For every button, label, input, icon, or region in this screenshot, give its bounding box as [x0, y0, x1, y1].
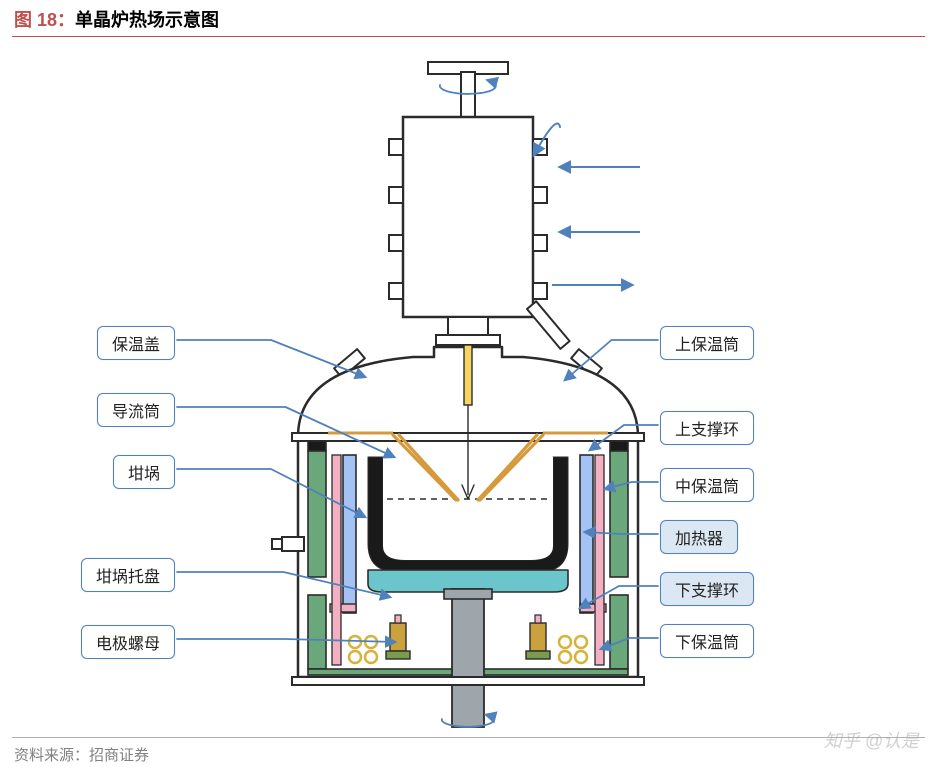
source-line: 资料来源：招商证券 — [0, 738, 937, 771]
component-label: 下保温筒 — [660, 624, 754, 658]
component-label: 坩埚 — [113, 455, 175, 489]
component-label: 保温盖 — [97, 326, 175, 360]
component-label: 中保温筒 — [660, 468, 754, 502]
source-label: 资料来源： — [14, 747, 89, 764]
component-label: 坩埚托盘 — [81, 558, 175, 592]
component-label: 上保温筒 — [660, 326, 754, 360]
component-label: 下支撑环 — [660, 572, 754, 606]
component-label: 加热器 — [660, 520, 738, 554]
figure-title-text: 单晶炉热场示意图 — [75, 10, 219, 30]
figure-number: 图 18： — [14, 10, 75, 30]
component-label: 导流筒 — [97, 393, 175, 427]
component-label: 电极螺母 — [81, 625, 175, 659]
figure-title: 图 18：单晶炉热场示意图 — [0, 0, 937, 36]
diagram: 保温盖导流筒坩埚坩埚托盘电极螺母 上保温筒上支撑环中保温筒加热器下支撑环下保温筒 — [0, 37, 937, 737]
component-label: 上支撑环 — [660, 411, 754, 445]
source-value: 招商证券 — [89, 747, 149, 764]
